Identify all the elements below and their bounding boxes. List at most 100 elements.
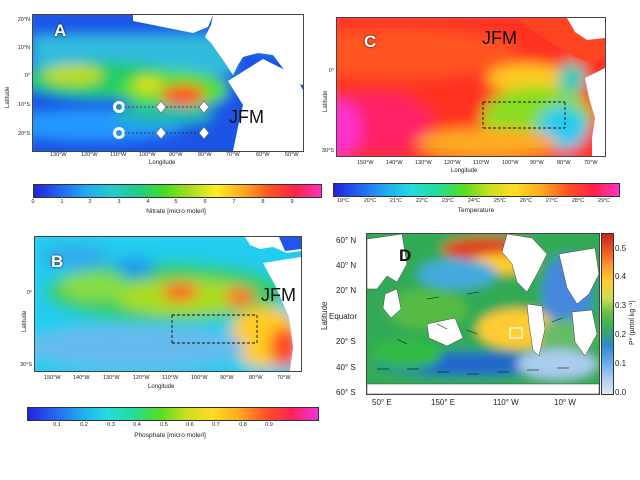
panel-d-cbtick: 0.3 <box>615 301 627 310</box>
arrow <box>466 291 480 295</box>
panel-a-xtick: 50°W <box>285 152 299 158</box>
panel-a-map: A JFM <box>32 14 304 152</box>
panel-b-colorbar <box>27 407 319 421</box>
panel-b-ytick: 30°S <box>20 362 32 368</box>
panel-b-label: B <box>51 252 64 271</box>
panel-a-cbtick: 5 <box>174 199 178 205</box>
panel-c-map: C JFM <box>336 17 606 157</box>
panel-b-xtick: 80°W <box>249 375 263 381</box>
panel-c-xlabel: Longitude <box>451 168 478 174</box>
panel-d-cbtick: 0.0 <box>615 388 627 397</box>
arrow <box>436 323 448 330</box>
panel-d-ylabel: Latitude <box>320 301 329 330</box>
panel-d-cbtick: 0.5 <box>615 244 627 253</box>
panel-b-cbtick: 0.6 <box>186 422 194 428</box>
panel-a-xtick: 130°W <box>50 152 67 158</box>
panel-c-ytick: 0° <box>328 68 334 74</box>
panel-b-cbtick: 0.2 <box>80 422 88 428</box>
panel-c-cbtick: 20°C <box>363 198 377 204</box>
panel-b-cbtick: 0.5 <box>160 422 168 428</box>
panel-d-ytick: 40° S <box>336 363 356 372</box>
panel-a-ylabel: Latitude <box>5 86 11 108</box>
panel-c-cbtick: 21°C <box>389 198 403 204</box>
panel-a-cbtick: 8 <box>261 199 265 205</box>
panel-b-cbtick: 0.7 <box>212 422 220 428</box>
panel-b-xtick: 130°W <box>103 375 120 381</box>
panel-a-cbtick: 3 <box>117 199 121 205</box>
panel-d-ytick: 20° S <box>336 337 356 346</box>
panel-a-ytick: 10°N <box>17 45 30 51</box>
panel-c-xtick: 80°W <box>557 160 571 166</box>
panel-b-cbtick: 0.8 <box>239 422 247 428</box>
panel-b-cbtick: 0.1 <box>53 422 61 428</box>
panel-a-ytick: 20°S <box>18 131 30 137</box>
panel-b-xtick: 90°W <box>220 375 234 381</box>
panel-b-xtick: 150°W <box>44 375 61 381</box>
panel-d-ytick: 20° N <box>336 286 357 295</box>
panel-d-cbtitle: P* (µmol kg⁻¹) <box>629 300 636 345</box>
arrow <box>396 338 408 345</box>
panel-a-heatmap <box>33 15 303 151</box>
panel-b-cbtitle: Phosphate [micro mole/l] <box>134 432 206 439</box>
panel-a-ytick: 0° <box>24 73 30 79</box>
panel-c-ytick: 30°S <box>322 148 334 154</box>
panel-c-colorbar <box>333 183 620 197</box>
panel-a-xlabel: Longitude <box>149 160 176 166</box>
panel-a-xtick: 110°W <box>110 152 127 158</box>
panel-c-xtick: 100°W <box>502 160 519 166</box>
panel-a-cbtick: 0 <box>31 199 35 205</box>
panel-d-xtick: 10° W <box>554 398 576 407</box>
panel-c-xtick: 110°W <box>473 160 490 166</box>
panel-a-cbtick: 7 <box>232 199 236 205</box>
panel-b-xtick: 100°W <box>191 375 208 381</box>
panel-c-cbtick: 25°C <box>493 198 507 204</box>
panel-d-xtick: 50° E <box>372 398 392 407</box>
panel-b-xtick: 70°W <box>277 375 291 381</box>
panel-d-xtick: 150° E <box>431 398 456 407</box>
panel-a-colorbar <box>33 184 322 198</box>
panel-c-xtick: 130°W <box>415 160 432 166</box>
panel-b-xlabel: Longitude <box>148 384 175 390</box>
panel-c-ylabel: Latitude <box>323 90 329 112</box>
panel-a-cbtick: 4 <box>146 199 150 205</box>
panel-d-cbtick: 0.4 <box>615 272 627 281</box>
marker-diamond <box>198 126 210 140</box>
panel-c-season: JFM <box>482 28 517 48</box>
panel-b-xtick: 140°W <box>73 375 90 381</box>
panel-a-cbtick: 9 <box>290 199 294 205</box>
panel-c-xtick: 150°W <box>357 160 374 166</box>
panel-d-map: D <box>366 233 600 395</box>
panel-c-xtick: 120°W <box>444 160 461 166</box>
panel-c-cbtick: 29°C <box>597 198 611 204</box>
panel-b-map: B JFM <box>34 236 302 372</box>
panel-a-xtick: 60°W <box>256 152 270 158</box>
panel-a-ytick: 10°S <box>18 102 30 108</box>
panel-c-cbtick: 19°C <box>336 198 350 204</box>
panel-c-cbtick: 24°C <box>467 198 481 204</box>
panel-c-xtick: 90°W <box>530 160 544 166</box>
panel-c-xtick: 70°W <box>584 160 598 166</box>
panel-a-label: A <box>54 21 67 40</box>
panel-a-ytick: 20°N <box>17 17 30 23</box>
marker-circle <box>113 101 125 113</box>
panel-d-study-box <box>509 327 523 339</box>
marker-diamond <box>198 100 210 114</box>
panel-c-cbtick: 28°C <box>571 198 585 204</box>
panel-c-heatmap <box>337 18 605 156</box>
panel-b-ylabel: Latitude <box>22 310 28 332</box>
panel-d-cbtick: 0.1 <box>615 359 627 368</box>
panel-c-cbtick: 27°C <box>545 198 559 204</box>
panel-b-cbtick: 0.3 <box>107 422 115 428</box>
panel-b-cbtick: 0.4 <box>133 422 141 428</box>
arrow <box>551 317 563 323</box>
panel-c-cbtitle: Temperature <box>457 207 495 214</box>
panel-b-season: JFM <box>261 285 296 305</box>
panel-a-cbtick: 1 <box>60 199 64 205</box>
panel-a-xtick: 100°W <box>139 152 156 158</box>
panel-d-heatmap <box>367 234 599 394</box>
panel-a-xtick: 90°W <box>169 152 183 158</box>
panel-d-label: D <box>399 246 412 265</box>
panel-d-colorbar <box>601 233 614 395</box>
panel-d-ytick: 60° N <box>336 236 357 245</box>
arrow <box>466 329 478 335</box>
